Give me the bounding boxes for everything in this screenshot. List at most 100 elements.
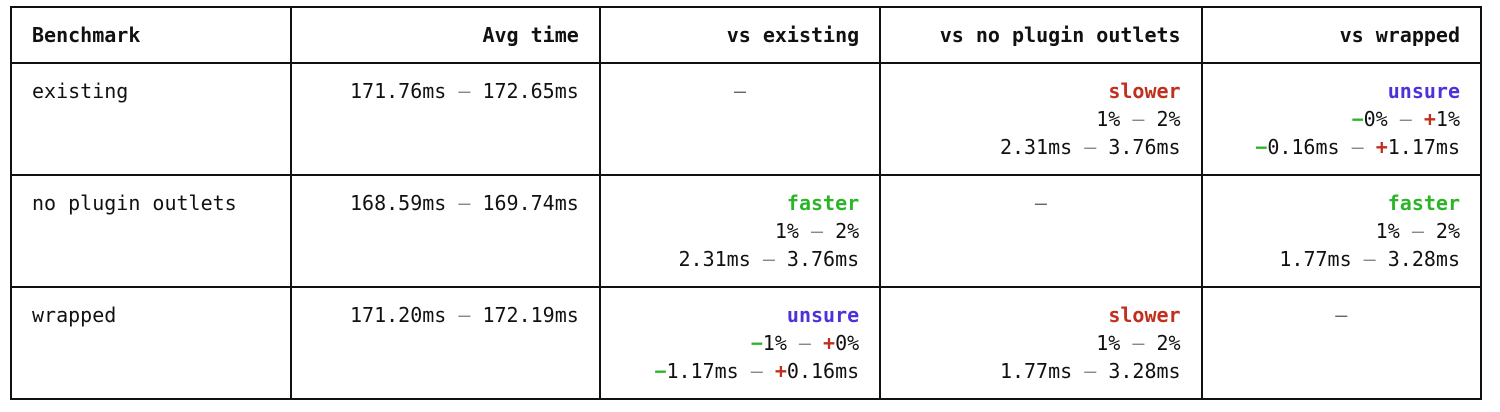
verdict-label: slower (1108, 79, 1181, 103)
range-low: 0.16ms (1267, 135, 1340, 159)
range-high: 3.28ms (1387, 247, 1460, 271)
range-line: −1% – +0% (621, 329, 859, 357)
range-line: 171.20ms – 172.19ms (312, 301, 579, 329)
comparison-cell: faster 1% – 2% 2.31ms – 3.76ms (598, 174, 882, 288)
range-low: 0% (1363, 107, 1388, 131)
range-line: 1% – 2% (1223, 217, 1460, 245)
range-low: 171.76ms (349, 79, 447, 103)
comparison-cell: faster 1% – 2% 1.77ms – 3.28ms (1200, 174, 1483, 288)
header-vs-no-plugin-outlets: vs no plugin outlets (879, 6, 1203, 64)
range-high: 0% (835, 331, 860, 355)
range-low: 1% (1375, 219, 1400, 243)
header-avg-time: Avg time (290, 6, 601, 64)
range-line: 1% – 2% (901, 105, 1180, 133)
range-line: −1.17ms – +0.16ms (621, 357, 859, 385)
comparison-cell: slower 1% – 2% 1.77ms – 3.28ms (879, 286, 1203, 400)
self-comparison-dash: – (598, 62, 882, 176)
range-low: 1% (1096, 331, 1121, 355)
header-benchmark: Benchmark (9, 6, 293, 64)
comparison-cell: unsure −1% – +0% −1.17ms – +0.16ms (598, 286, 882, 400)
range-low: 2.31ms (999, 135, 1073, 159)
plus-sign: + (1423, 107, 1436, 131)
header-vs-existing: vs existing (598, 6, 882, 64)
range-low: 1.77ms (999, 359, 1073, 383)
range-low: 2.31ms (678, 247, 751, 271)
range-separator: – (458, 303, 471, 327)
benchmark-table: Benchmark Avg time vs existing vs no plu… (9, 6, 1483, 400)
range-line: 2.31ms – 3.76ms (621, 245, 860, 273)
range-line: 168.59ms – 169.74ms (312, 189, 579, 217)
plus-sign: + (1375, 135, 1388, 159)
range-separator: – (1399, 107, 1412, 131)
benchmark-name: no plugin outlets (9, 174, 293, 288)
range-separator: – (1363, 247, 1376, 271)
table-row: wrapped 171.20ms – 172.19ms unsure −1% – +0… (9, 286, 1483, 400)
verdict-label: slower (1108, 303, 1181, 327)
range-low: 1.17ms (666, 359, 739, 383)
table-body: existing 171.76ms – 172.65ms – slower 1% – 2… (9, 62, 1483, 400)
range-high: 3.76ms (786, 247, 860, 271)
range-separator: – (1084, 359, 1097, 383)
range-low: 1% (774, 219, 799, 243)
header-row: Benchmark Avg time vs existing vs no plu… (9, 6, 1483, 64)
avg-time-cell: 171.76ms – 172.65ms (290, 62, 601, 176)
range-separator: – (762, 247, 775, 271)
range-high: 2% (1156, 107, 1181, 131)
range-separator: – (458, 191, 471, 215)
range-high: 2% (1435, 219, 1460, 243)
range-line: 171.76ms – 172.65ms (312, 77, 579, 105)
minus-sign: − (1255, 135, 1268, 159)
table-row: no plugin outlets 168.59ms – 169.74ms fast… (9, 174, 1483, 288)
range-high: 172.19ms (482, 303, 579, 327)
range-line: −0.16ms – +1.17ms (1223, 133, 1460, 161)
self-comparison-dash: – (879, 174, 1203, 288)
benchmark-name: wrapped (9, 286, 293, 400)
range-low: 1% (762, 331, 787, 355)
verdict-label: unsure (786, 303, 860, 327)
self-comparison-dash: – (1200, 286, 1483, 400)
range-line: 1% – 2% (901, 329, 1180, 357)
range-high: 169.74ms (482, 191, 579, 215)
comparison-cell: slower 1% – 2% 2.31ms – 3.76ms (879, 62, 1203, 176)
comparison-cell: unsure −0% – +1% −0.16ms – +1.17ms (1200, 62, 1483, 176)
range-separator: – (1132, 107, 1145, 131)
range-high: 3.28ms (1108, 359, 1181, 383)
verdict-label: faster (786, 191, 860, 215)
range-low: 1% (1096, 107, 1121, 131)
range-high: 172.65ms (482, 79, 579, 103)
range-separator: – (798, 331, 811, 355)
range-low: 168.59ms (349, 191, 447, 215)
range-high: 2% (1156, 331, 1181, 355)
verdict-label: faster (1387, 191, 1460, 215)
minus-sign: − (654, 359, 667, 383)
range-separator: – (1411, 219, 1424, 243)
range-line: 1.77ms – 3.28ms (1223, 245, 1460, 273)
range-high: 1% (1435, 107, 1460, 131)
range-separator: – (1351, 135, 1364, 159)
range-high: 0.16ms (786, 359, 860, 383)
header-vs-wrapped: vs wrapped (1200, 6, 1483, 64)
table-row: existing 171.76ms – 172.65ms – slower 1% – 2… (9, 62, 1483, 176)
range-low: 171.20ms (349, 303, 447, 327)
range-line: 1.77ms – 3.28ms (901, 357, 1181, 385)
range-separator: – (458, 79, 471, 103)
minus-sign: − (750, 331, 763, 355)
benchmark-name: existing (9, 62, 293, 176)
avg-time-cell: 168.59ms – 169.74ms (290, 174, 601, 288)
range-separator: – (1084, 135, 1097, 159)
range-line: 1% – 2% (621, 217, 859, 245)
range-separator: – (810, 219, 824, 243)
range-high: 2% (835, 219, 860, 243)
minus-sign: − (1351, 107, 1364, 131)
plus-sign: + (823, 331, 836, 355)
verdict-label: unsure (1387, 79, 1460, 103)
avg-time-cell: 171.20ms – 172.19ms (290, 286, 601, 400)
range-separator: – (750, 359, 763, 383)
range-low: 1.77ms (1279, 247, 1352, 271)
range-line: −0% – +1% (1223, 105, 1460, 133)
range-line: 2.31ms – 3.76ms (901, 133, 1181, 161)
range-high: 3.76ms (1108, 135, 1181, 159)
plus-sign: + (774, 359, 787, 383)
range-separator: – (1132, 331, 1145, 355)
range-high: 1.17ms (1387, 135, 1460, 159)
